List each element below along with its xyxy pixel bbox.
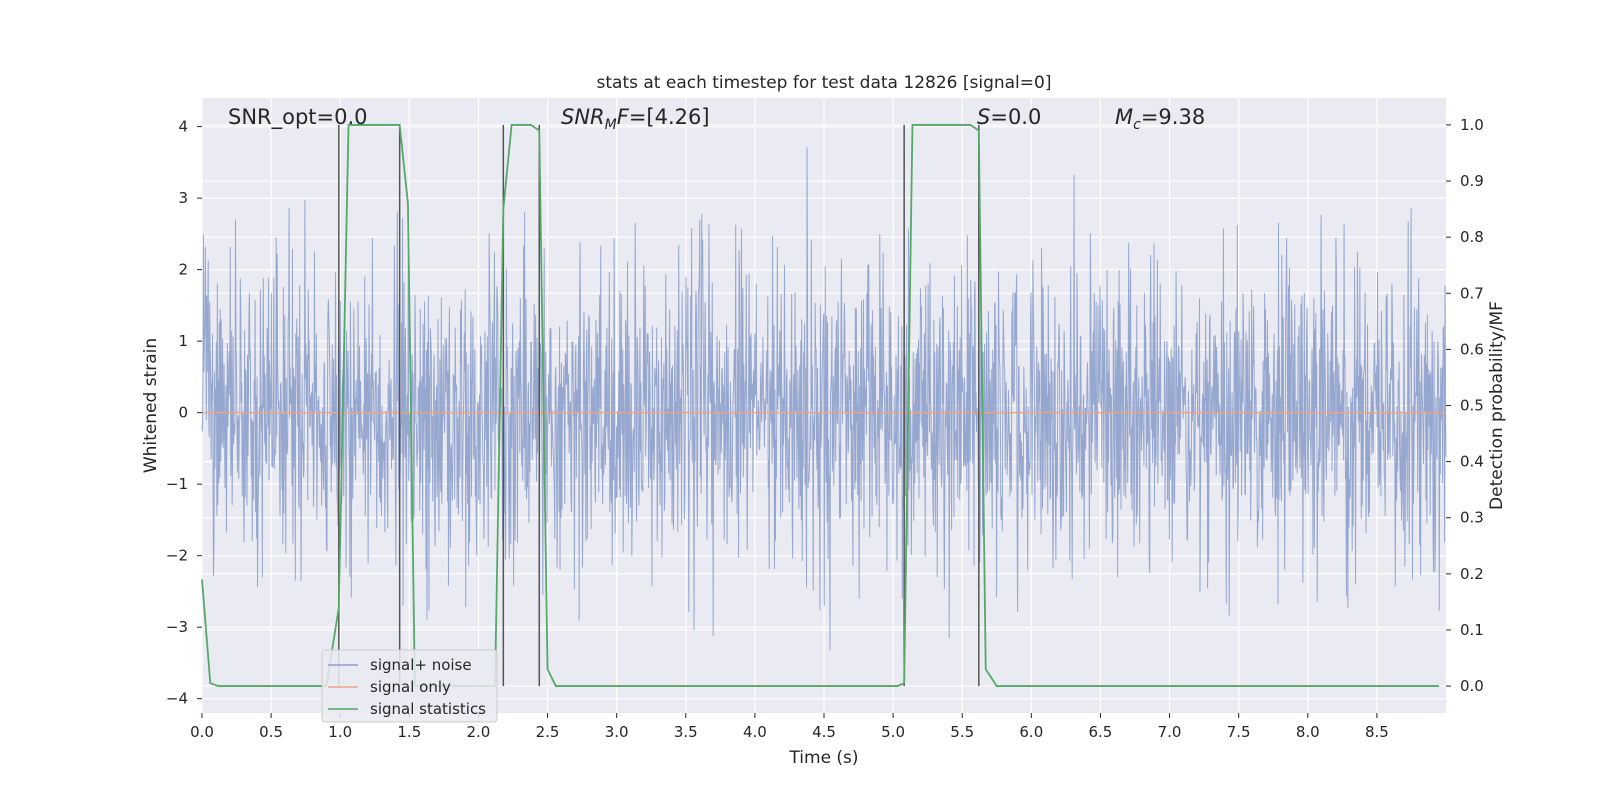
x-tick-label: 5.5 bbox=[950, 723, 974, 741]
x-tick-label: 0.5 bbox=[259, 723, 283, 741]
x-tick-label: 6.0 bbox=[1019, 723, 1043, 741]
legend-label: signal+ noise bbox=[370, 656, 472, 674]
annotation-s: S=0.0 bbox=[977, 105, 1041, 129]
annotation-mc-main: M bbox=[1115, 105, 1133, 129]
y-tick-label: 2 bbox=[178, 261, 188, 279]
x-tick-label: 8.0 bbox=[1296, 723, 1320, 741]
y-right-tick-label: 0.6 bbox=[1460, 340, 1484, 358]
x-tick-label: 3.5 bbox=[674, 723, 698, 741]
x-tick-label: 2.5 bbox=[536, 723, 560, 741]
y-tick-label: −1 bbox=[166, 475, 188, 493]
series-signal-statistics bbox=[201, 124, 1440, 687]
y-right-tick-label: 0.4 bbox=[1460, 453, 1484, 471]
signal-statistics-line bbox=[201, 124, 1440, 687]
x-tick-label: 3.0 bbox=[605, 723, 629, 741]
y-tick-label: −4 bbox=[166, 690, 188, 708]
axis-ticks: 0.0 0.5 1.0 1.5 2.0 2.5 3.0 3.5 4.0 4.5 5.0 5.5 6.0 6… bbox=[166, 116, 1484, 741]
annotation-mc-sub: c bbox=[1133, 117, 1141, 133]
noise-trace bbox=[201, 147, 1447, 651]
annotation-s-main: S bbox=[977, 105, 990, 129]
y-tick-label: 0 bbox=[178, 404, 188, 422]
x-tick-label: 7.0 bbox=[1158, 723, 1182, 741]
y-right-tick-label: 0.8 bbox=[1460, 228, 1484, 246]
y-right-tick-label: 0.5 bbox=[1460, 397, 1484, 415]
x-axis-label: Time (s) bbox=[788, 748, 858, 768]
annotation-mc: Mc=9.38 bbox=[1115, 105, 1205, 133]
y-right-tick-label: 0.0 bbox=[1460, 677, 1484, 695]
y-axis-label: Whitened strain bbox=[141, 338, 161, 473]
y-axis-right-label: Detection probability/MF bbox=[1487, 301, 1507, 510]
y-right-tick-label: 0.2 bbox=[1460, 565, 1484, 583]
x-tick-label: 8.5 bbox=[1365, 723, 1389, 741]
x-tick-label: 6.5 bbox=[1089, 723, 1113, 741]
x-tick-label: 1.0 bbox=[328, 723, 352, 741]
annotation-snr-mf-main: SNR bbox=[561, 105, 605, 129]
annotation-mc-rest: =9.38 bbox=[1141, 105, 1205, 129]
y-right-tick-label: 0.1 bbox=[1460, 621, 1484, 639]
legend-label: signal only bbox=[370, 678, 451, 696]
y-right-tick-label: 0.3 bbox=[1460, 509, 1484, 527]
y-tick-label: 4 bbox=[178, 118, 188, 136]
x-tick-label: 4.5 bbox=[812, 723, 836, 741]
x-tick-label: 7.5 bbox=[1227, 723, 1251, 741]
annotation-snr-mf-rest: =[4.26] bbox=[629, 105, 710, 129]
annotation-snr-opt: SNR_opt=0.0 bbox=[228, 105, 368, 130]
y-tick-label: −2 bbox=[166, 547, 188, 565]
x-tick-label: 4.0 bbox=[743, 723, 767, 741]
x-tick-label: 2.0 bbox=[467, 723, 491, 741]
legend-label: signal statistics bbox=[370, 700, 486, 718]
y-tick-label: −3 bbox=[166, 618, 188, 636]
vertical-markers bbox=[338, 124, 980, 687]
y-tick-label: 1 bbox=[178, 332, 188, 350]
annotation-s-rest: =0.0 bbox=[990, 105, 1041, 129]
y-right-tick-label: 0.9 bbox=[1460, 172, 1484, 190]
series-signal-plus-noise bbox=[201, 147, 1447, 651]
annotation-snr-mf: SNRMF=[4.26] bbox=[561, 105, 710, 133]
x-tick-label: 1.5 bbox=[397, 723, 421, 741]
legend-box bbox=[321, 649, 498, 723]
x-tick-label: 5.0 bbox=[881, 723, 905, 741]
chart-title: stats at each timestep for test data 128… bbox=[597, 73, 1052, 93]
y-right-tick-label: 0.7 bbox=[1460, 284, 1484, 302]
annotation-snr-mf-sub: M bbox=[605, 117, 617, 133]
annotation-snr-mf-rest-italic: F bbox=[617, 105, 630, 129]
legend: signal+ noise signal only signal statistic… bbox=[321, 649, 498, 723]
x-tick-label: 0.0 bbox=[190, 723, 214, 741]
y-tick-label: 3 bbox=[178, 189, 188, 207]
y-right-tick-label: 1.0 bbox=[1460, 116, 1484, 134]
